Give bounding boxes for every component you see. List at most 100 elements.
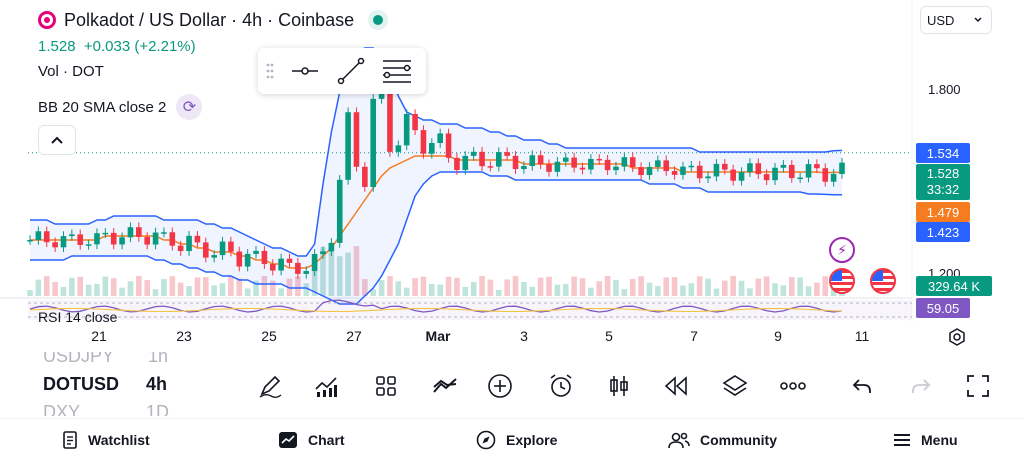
- menu-icon: [894, 434, 910, 446]
- volume-bar: [219, 283, 226, 296]
- nav-menu-label: Menu: [921, 432, 958, 448]
- volume-bar: [663, 277, 670, 296]
- nav-explore[interactable]: Explore: [476, 428, 557, 452]
- symbol-header[interactable]: Polkadot / US Dollar · 4h · Coinbase: [38, 8, 389, 32]
- volume-bar: [537, 277, 544, 296]
- compare-icon[interactable]: [427, 368, 463, 404]
- chart-grid: [0, 0, 913, 322]
- lightning-event-icon[interactable]: ⚡: [829, 237, 855, 263]
- volume-bar: [412, 278, 418, 296]
- collapse-legend-button[interactable]: [38, 125, 76, 155]
- candle-body: [763, 174, 770, 181]
- nav-watchlist[interactable]: Watchlist: [62, 428, 150, 452]
- candle-body: [286, 258, 293, 263]
- fib-retracement-tool-icon[interactable]: [374, 57, 420, 85]
- candle-body: [780, 164, 787, 168]
- volume-bar: [437, 284, 443, 296]
- current-symbol[interactable]: DOTUSD: [43, 374, 119, 394]
- candle-body: [261, 250, 268, 265]
- candle-body: [730, 169, 736, 181]
- rsi-legend[interactable]: RSI 14 close: [38, 309, 117, 325]
- candlesticks: [27, 79, 845, 279]
- volume-bar: [696, 276, 703, 296]
- interval-option-below[interactable]: 1D: [146, 402, 170, 416]
- drag-handle-icon[interactable]: [258, 62, 282, 80]
- candle-body: [454, 157, 460, 170]
- volume-legend[interactable]: Vol · DOT: [38, 63, 104, 80]
- volume-bar: [328, 247, 335, 296]
- nav-explore-label: Explore: [506, 432, 558, 448]
- time-axis-label: 25: [261, 328, 277, 344]
- sma-line: [30, 155, 842, 269]
- volume-bar: [454, 277, 460, 296]
- candle-body: [303, 271, 310, 274]
- candle-body: [186, 235, 192, 252]
- candle-body: [136, 227, 142, 237]
- candle-body: [152, 232, 159, 245]
- us-flag-event-icon[interactable]: [829, 268, 855, 294]
- nav-menu[interactable]: Menu: [893, 428, 958, 452]
- add-icon[interactable]: [482, 368, 518, 404]
- candle-body: [722, 163, 728, 170]
- layers-icon[interactable]: [717, 368, 753, 404]
- alert-clock-icon[interactable]: [543, 368, 579, 404]
- us-flag-event-icon[interactable]: [870, 268, 896, 294]
- horizontal-line-tool-icon[interactable]: [282, 65, 328, 77]
- symbol-option-below[interactable]: DXY: [43, 402, 81, 416]
- loading-refresh-icon[interactable]: ⟳: [176, 94, 203, 120]
- candle-body: [27, 240, 33, 242]
- candle-body: [52, 242, 58, 248]
- symbol-picker[interactable]: USDJPY 1h DOTUSD 4h DXY 1D: [0, 352, 240, 416]
- candle-body: [638, 167, 644, 176]
- candle-body: [537, 155, 544, 165]
- more-options-icon[interactable]: [775, 368, 811, 404]
- candle-body: [395, 145, 402, 152]
- interval-option-above[interactable]: 1h: [148, 352, 169, 366]
- trend-line-tool-icon[interactable]: [328, 56, 374, 86]
- last-price-tag-value: 1.528: [926, 166, 960, 181]
- candle-style-icon[interactable]: [601, 368, 637, 404]
- candle-body: [60, 236, 67, 248]
- candle-body: [470, 151, 477, 156]
- undo-icon[interactable]: [844, 368, 880, 404]
- replay-icon[interactable]: [658, 368, 694, 404]
- watchlist-icon: [63, 431, 77, 449]
- volume-bar: [278, 288, 284, 296]
- volume-bar: [521, 281, 527, 296]
- volume-bar: [814, 282, 820, 296]
- candle-body: [94, 233, 100, 245]
- volume-bar: [102, 276, 109, 296]
- candle-body: [671, 171, 678, 175]
- candle-body: [588, 158, 594, 170]
- layout-grid-icon[interactable]: [368, 368, 404, 404]
- drawing-toolbar[interactable]: [258, 48, 426, 94]
- chart-settings-icon[interactable]: [946, 326, 968, 348]
- candle-body: [646, 166, 653, 176]
- candle-body: [35, 231, 42, 240]
- bollinger-legend[interactable]: BB 20 SMA close 2 ⟳: [38, 94, 203, 120]
- nav-community[interactable]: Community: [668, 428, 777, 452]
- volume-bar: [177, 282, 184, 296]
- candle-body: [177, 245, 184, 252]
- drawing-pen-icon[interactable]: [252, 368, 288, 404]
- current-interval[interactable]: 4h: [146, 374, 168, 394]
- volume-bar: [403, 287, 410, 296]
- volume-bar: [487, 279, 494, 296]
- currency-value: USD: [927, 12, 955, 28]
- indicators-icon[interactable]: [308, 368, 344, 404]
- symbol-option-above[interactable]: USDJPY: [43, 352, 115, 366]
- candle-body: [487, 166, 494, 168]
- volume-bar: [638, 276, 644, 296]
- volume-bar: [713, 288, 720, 296]
- candle-body: [194, 235, 201, 243]
- currency-select[interactable]: USD: [920, 6, 992, 34]
- candle-body: [814, 164, 820, 169]
- candle-body: [596, 158, 603, 161]
- candle-body: [328, 242, 335, 252]
- nav-chart[interactable]: Chart: [278, 428, 345, 452]
- volume-bar: [429, 283, 435, 296]
- market-open-status-icon: [368, 10, 389, 30]
- fullscreen-icon[interactable]: [960, 368, 996, 404]
- volume-bar: [60, 286, 67, 296]
